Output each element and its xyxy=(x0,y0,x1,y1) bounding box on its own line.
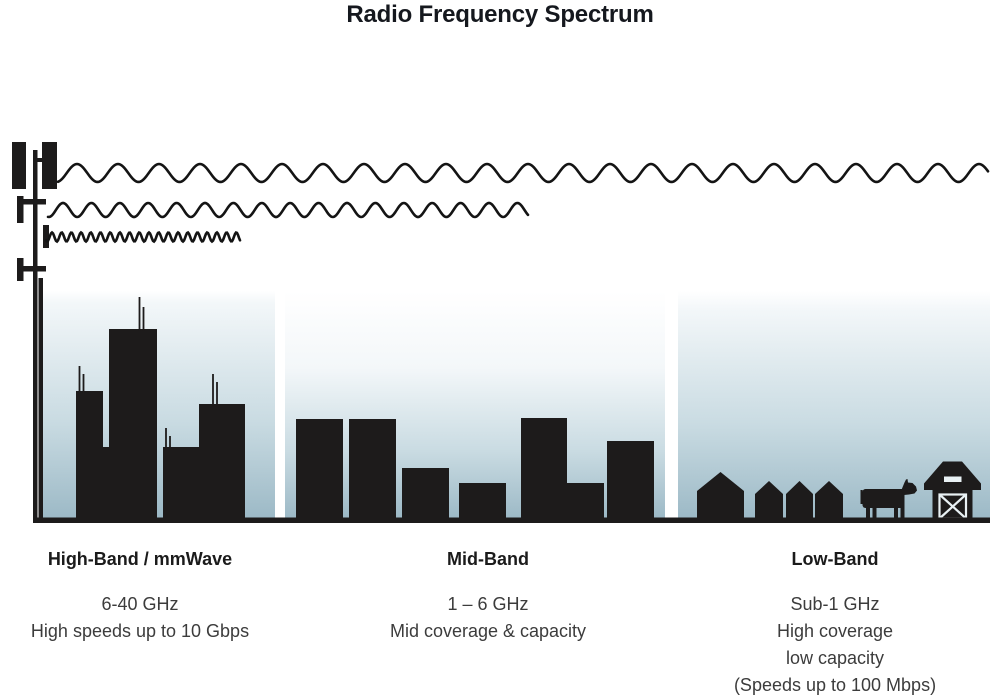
cow-body xyxy=(862,489,905,508)
barn-door-crossbuck xyxy=(938,493,967,520)
tower-structure xyxy=(17,196,24,223)
mid-rise-building xyxy=(402,468,449,519)
tower-structure xyxy=(42,142,57,189)
mid-rise-building xyxy=(296,419,343,519)
high-band-wave xyxy=(44,230,242,244)
skyscraper xyxy=(163,447,199,519)
skyscraper xyxy=(76,391,103,519)
high-band-label-block: High-Band / mmWave 6-40 GHz High speeds u… xyxy=(0,549,300,645)
band-description-line: (Speeds up to 100 Mbps) xyxy=(733,675,937,695)
cow-leg xyxy=(900,505,905,520)
cow-icon xyxy=(860,479,917,520)
house xyxy=(755,481,783,519)
tower-structure xyxy=(18,199,46,205)
low-band-description: Sub-1 GHz High coverage low capacity (Speed… xyxy=(675,591,995,699)
house xyxy=(786,481,813,519)
skyscraper xyxy=(103,447,109,519)
high-band-description: 6-40 GHz High speeds up to 10 Gbps xyxy=(0,591,300,645)
low-band-wave xyxy=(56,162,990,184)
band-description-line: High speeds up to 10 Gbps xyxy=(30,621,250,641)
spectrum-scene xyxy=(12,142,990,523)
high-band-heading: High-Band / mmWave xyxy=(47,549,233,569)
mid-rise-building xyxy=(607,441,654,519)
band-description-line: Sub-1 GHz xyxy=(790,594,880,614)
tower-structure xyxy=(17,258,24,281)
low-band-label-block: Low-Band Sub-1 GHz High coverage low capac… xyxy=(675,549,995,699)
skyscraper xyxy=(109,329,157,519)
mid-band-coverage-area xyxy=(285,291,665,519)
skyscraper xyxy=(199,404,245,519)
mid-band-heading: Mid-Band xyxy=(447,549,529,569)
band-description-line: low capacity xyxy=(785,648,885,668)
mid-rise-building xyxy=(459,483,506,519)
ground-line xyxy=(33,517,990,523)
cow-leg xyxy=(894,505,898,520)
cow-tail xyxy=(860,490,863,504)
house xyxy=(815,481,843,519)
tower-structure xyxy=(43,225,49,248)
mid-rise-building xyxy=(521,418,567,519)
band-description-line: High coverage xyxy=(776,621,894,641)
tower-structure xyxy=(38,278,43,523)
mid-rise-building xyxy=(349,419,396,519)
low-band-heading: Low-Band xyxy=(791,549,879,569)
mid-rise-building xyxy=(567,483,604,519)
cow-head xyxy=(901,479,917,495)
cell-tower xyxy=(12,142,57,523)
cow-leg xyxy=(866,505,870,520)
mid-band-wave xyxy=(46,201,530,219)
tower-structure xyxy=(33,150,38,523)
band-description-line: Mid coverage & capacity xyxy=(389,621,587,641)
page-title: Radio Frequency Spectrum xyxy=(346,1,654,28)
band-description-line: 1 – 6 GHz xyxy=(447,594,529,614)
band-description-line: 6-40 GHz xyxy=(101,594,179,614)
high-band-city xyxy=(76,297,245,519)
barn-icon xyxy=(924,461,981,520)
tower-structure xyxy=(18,266,46,272)
low-band-countryside xyxy=(697,472,843,519)
tower-structure xyxy=(12,142,26,189)
mid-band-label-block: Mid-Band 1 – 6 GHz Mid coverage & capacit… xyxy=(328,549,648,645)
house xyxy=(697,472,744,519)
tower-structure xyxy=(33,158,57,162)
barn-hayloft-vent xyxy=(944,476,962,482)
barn-roof xyxy=(924,461,981,490)
mid-band-city xyxy=(296,418,654,519)
cow-leg xyxy=(872,505,877,520)
mid-band-description: 1 – 6 GHz Mid coverage & capacity xyxy=(328,591,648,645)
